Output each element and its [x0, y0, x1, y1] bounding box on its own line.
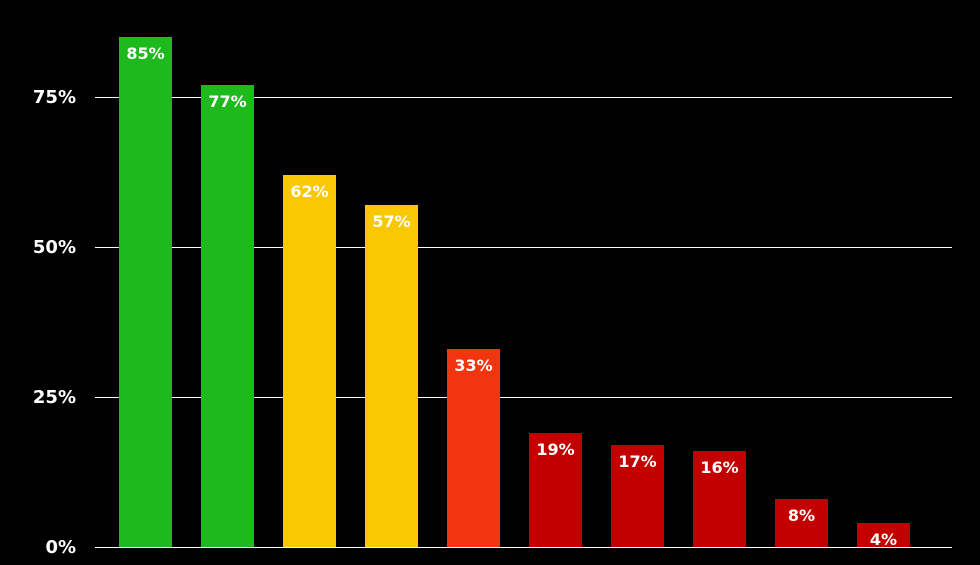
- bar-value-label: 19%: [536, 440, 574, 459]
- bar: [365, 205, 418, 547]
- bar-value-labels: 85% 77% 62% 57% 33% 19% 17% 16% 8% 4%: [126, 44, 897, 549]
- bar: [775, 499, 828, 547]
- bar-value-label: 77%: [208, 92, 246, 111]
- bar: [283, 175, 336, 547]
- y-tick-label: 75%: [33, 87, 76, 108]
- y-axis-tick-labels: 0% 25% 50% 75%: [33, 87, 76, 558]
- bar-value-label: 57%: [372, 212, 410, 231]
- bar-value-label: 8%: [788, 506, 815, 525]
- bar: [857, 523, 910, 547]
- y-tick-label: 50%: [33, 237, 76, 258]
- bar-value-label: 16%: [700, 458, 738, 477]
- bar: [447, 349, 500, 547]
- bar-value-label: 85%: [126, 44, 164, 63]
- bar-value-label: 4%: [870, 530, 897, 549]
- bar: [529, 433, 582, 547]
- bar: [611, 445, 664, 547]
- bars: [119, 37, 910, 547]
- y-tick-label: 25%: [33, 387, 76, 408]
- bar-value-label: 62%: [290, 182, 328, 201]
- bar-value-label: 17%: [618, 452, 656, 471]
- y-tick-label: 0%: [45, 537, 76, 558]
- bar: [693, 451, 746, 547]
- bar: [201, 85, 254, 547]
- bar: [119, 37, 172, 547]
- bar-value-label: 33%: [454, 356, 492, 375]
